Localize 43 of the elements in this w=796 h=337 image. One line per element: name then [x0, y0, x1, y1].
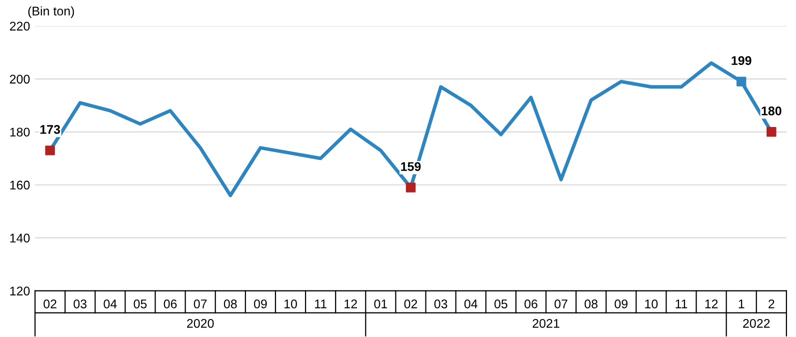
point — [736, 76, 746, 86]
x-tick-label: 04 — [104, 299, 117, 308]
text: 2021 — [532, 318, 560, 328]
y-tick-label: 160 — [10, 180, 30, 190]
x-tick-label: 03 — [434, 299, 448, 308]
x-tick-label: 11 — [676, 300, 688, 308]
data-label: 159 — [401, 162, 421, 171]
point — [406, 182, 416, 192]
x-tick-label: 1 — [738, 300, 744, 308]
y-tick-label: 200 — [10, 74, 30, 84]
data-label: 199 — [732, 56, 752, 66]
x-tick-label: 12 — [344, 299, 357, 308]
text: 2022 — [743, 318, 770, 328]
point — [766, 127, 776, 137]
x-tick-label: 05 — [134, 299, 147, 308]
x-tick-label: 12 — [705, 299, 718, 308]
x-tick-label: 04 — [464, 299, 478, 308]
y-tick-label: 120 — [10, 286, 30, 296]
point — [45, 146, 55, 156]
y-tick-label: 220 — [10, 22, 30, 31]
x-tick-label: 09 — [614, 299, 628, 308]
x-tick-label: 09 — [254, 299, 267, 308]
data-label: 173 — [40, 125, 60, 134]
x-tick-label: 01 — [374, 299, 388, 308]
x-tick-label: 06 — [164, 299, 177, 308]
text: 2020 — [187, 318, 214, 328]
y-axis-title: (Bin ton) — [28, 6, 74, 18]
x-tick-label: 02 — [404, 299, 418, 308]
x-tick-label: 10 — [284, 299, 297, 308]
x-tick-label: 06 — [524, 299, 538, 308]
data-label: 180 — [762, 106, 782, 116]
x-tick-label: 11 — [315, 300, 326, 308]
x-tick-label: 08 — [224, 299, 237, 308]
y-tick-label: 180 — [10, 128, 30, 137]
x-tick-label: 2 — [768, 299, 774, 308]
x-tick-label: 08 — [584, 299, 598, 308]
x-tick-label: 02 — [44, 299, 56, 308]
x-tick-label: 10 — [645, 299, 658, 308]
x-tick-label: 05 — [494, 299, 508, 308]
x-tick-label: 03 — [74, 299, 87, 308]
y-tick-label: 140 — [10, 234, 30, 243]
x-tick-label: 07 — [194, 299, 207, 308]
x-tick-label: 07 — [554, 299, 568, 308]
